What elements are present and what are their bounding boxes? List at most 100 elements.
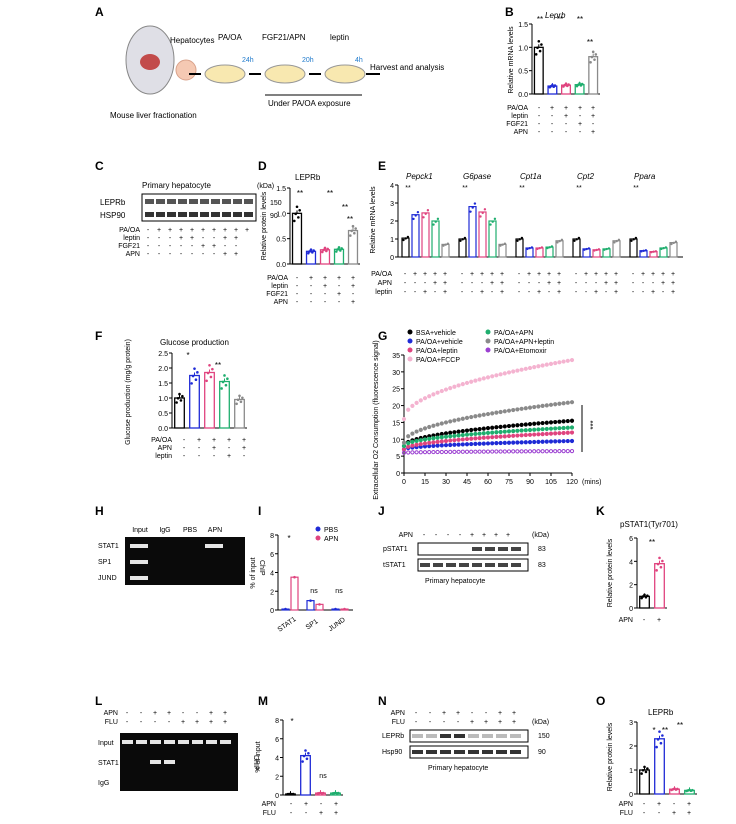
data-point — [553, 360, 558, 366]
data-point — [659, 741, 663, 745]
data-point — [590, 55, 594, 59]
y-tick-label: 1 — [629, 768, 633, 775]
sign: + — [578, 105, 582, 112]
x-tick-label: 15 — [421, 479, 429, 486]
sign: - — [642, 280, 645, 287]
sign: + — [470, 532, 474, 539]
data-point — [418, 427, 423, 432]
sign: + — [564, 105, 568, 112]
sign: - — [126, 710, 129, 717]
sign: + — [470, 719, 474, 726]
data-point — [548, 402, 554, 407]
x-category-label: SP1 — [305, 618, 320, 631]
legend-label: PA/OA+Etomoxir — [494, 348, 547, 355]
y-tick-label: 1.5 — [518, 22, 528, 29]
data-point — [561, 419, 566, 424]
data-point — [499, 244, 502, 247]
data-point — [569, 448, 575, 454]
data-point — [448, 430, 453, 435]
data-point — [460, 437, 465, 442]
data-point — [569, 438, 575, 444]
data-point — [506, 433, 512, 439]
data-point — [615, 239, 618, 243]
data-point — [401, 450, 407, 455]
data-point — [519, 422, 524, 427]
wb-band — [189, 199, 198, 204]
data-point — [646, 767, 649, 770]
wb-band — [498, 547, 508, 551]
panel-letter-M: M — [258, 694, 268, 708]
sign: + — [234, 251, 238, 258]
sign: + — [223, 235, 227, 242]
wb-band — [222, 199, 231, 204]
data-point — [527, 440, 533, 445]
data-point — [544, 426, 549, 432]
y-tick-label: 0.5 — [158, 411, 168, 418]
sign: + — [323, 283, 327, 290]
data-point — [642, 249, 645, 253]
data-point — [464, 432, 470, 437]
data-point — [238, 394, 241, 398]
ylabel: % of input — [250, 557, 257, 588]
wb-band — [440, 734, 451, 738]
sign: - — [320, 801, 323, 808]
data-point — [442, 244, 445, 247]
y-tick-label: 5 — [396, 454, 400, 461]
data-point — [557, 401, 562, 406]
sign: - — [147, 243, 150, 250]
data-point — [473, 427, 478, 432]
data-point — [577, 236, 581, 240]
legend-label: PA/OA+vehicle — [416, 339, 463, 346]
data-point — [448, 386, 453, 391]
data-point — [410, 431, 415, 436]
data-point — [307, 751, 310, 755]
data-point — [569, 425, 575, 430]
gel-band — [206, 740, 217, 744]
data-point — [494, 441, 499, 446]
sign: + — [179, 227, 183, 234]
data-point — [469, 441, 474, 447]
row-label: leptin — [155, 453, 172, 460]
data-point — [536, 404, 541, 409]
data-point — [518, 238, 521, 241]
x-tick-label: 90 — [526, 479, 534, 486]
sign: - — [632, 271, 635, 278]
y-tick-label: 30 — [392, 370, 400, 377]
data-point — [295, 205, 299, 209]
sign: + — [661, 271, 665, 278]
row-label: leptin — [511, 113, 528, 120]
wb-band — [485, 547, 495, 551]
significance: ** — [577, 15, 583, 24]
data-point — [414, 429, 419, 434]
gene-label: Ppara — [634, 172, 656, 181]
legend-label: BSA+vehicle — [416, 330, 456, 337]
sign: - — [213, 251, 216, 258]
data-point — [435, 422, 440, 427]
data-point — [652, 250, 655, 253]
sign: + — [212, 437, 216, 444]
wb-band — [412, 734, 423, 738]
data-point — [532, 404, 537, 410]
data-point — [410, 403, 415, 408]
sign: - — [565, 121, 568, 128]
sign: - — [202, 235, 205, 242]
chip-label: ChIP — [258, 560, 265, 576]
sign: - — [518, 289, 521, 296]
data-point — [339, 249, 342, 252]
data-point — [318, 603, 321, 606]
panel-letter-F: F — [95, 329, 102, 343]
data-point — [523, 422, 528, 427]
sign: + — [212, 445, 216, 452]
wb-band — [233, 199, 242, 204]
data-point — [439, 443, 444, 448]
data-point — [538, 246, 541, 250]
significance: * — [287, 534, 290, 543]
data-point — [553, 439, 558, 444]
significance: ** — [557, 15, 563, 24]
y-tick-label: 6 — [270, 552, 274, 559]
y-tick-label: 1.5 — [276, 186, 286, 193]
wb-band — [482, 750, 493, 754]
legend-label: PBS — [324, 527, 338, 534]
data-point — [506, 370, 512, 375]
wb-band — [189, 212, 198, 217]
